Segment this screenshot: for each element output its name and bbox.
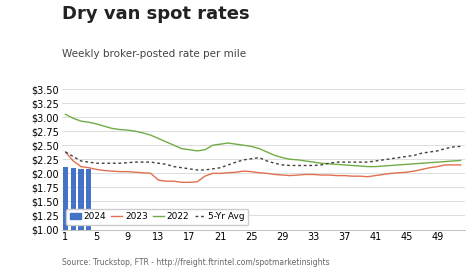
Bar xyxy=(71,168,76,230)
Bar xyxy=(63,167,68,230)
Text: Dry van spot rates: Dry van spot rates xyxy=(62,5,249,23)
Legend: 2024, 2023, 2022, 5-Yr Avg: 2024, 2023, 2022, 5-Yr Avg xyxy=(66,209,248,225)
Bar xyxy=(86,169,91,230)
Text: Source: Truckstop, FTR - http://freight.ftrintel.com/spotmarketinsights: Source: Truckstop, FTR - http://freight.… xyxy=(62,258,329,267)
Bar xyxy=(78,169,84,230)
Text: Weekly broker-posted rate per mile: Weekly broker-posted rate per mile xyxy=(62,49,246,59)
